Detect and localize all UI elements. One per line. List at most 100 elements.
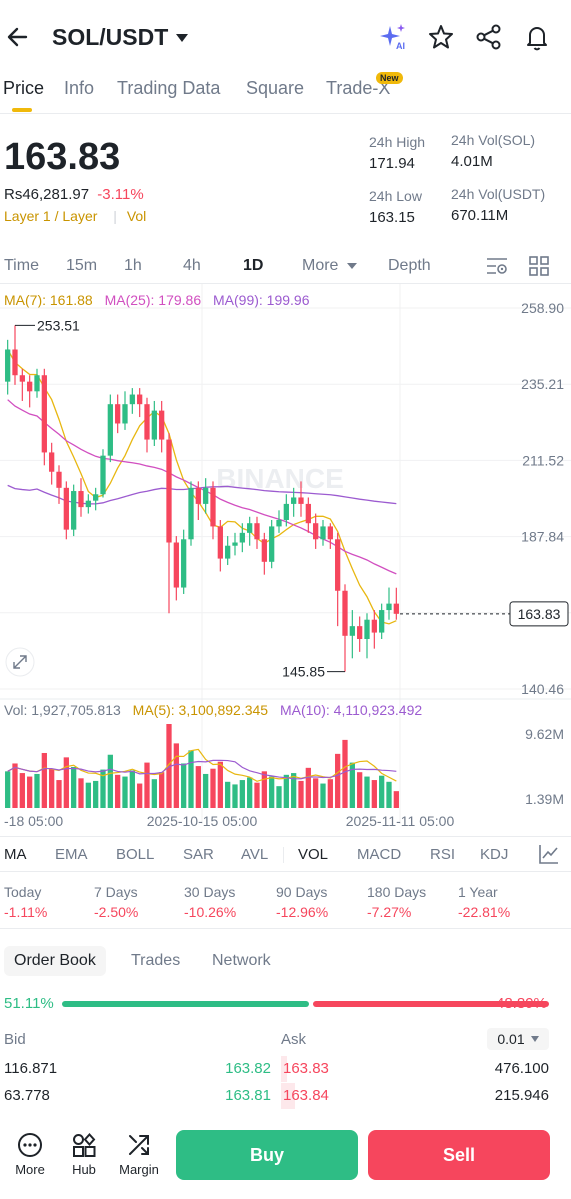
perf-label: 180 Days [367, 884, 427, 900]
indicator-sar[interactable]: SAR [183, 846, 214, 863]
candle-body [19, 375, 25, 382]
volume-bar [225, 781, 231, 808]
indicator-kdj[interactable]: KDJ [480, 846, 509, 863]
volume-bar [41, 752, 47, 808]
bid-header: Bid [4, 1031, 26, 1048]
bell-notification-icon[interactable] [522, 22, 552, 52]
hub-button[interactable]: Hub [56, 1132, 112, 1177]
interval-time[interactable]: Time [4, 257, 39, 274]
volume-bar [342, 739, 348, 808]
x-tick-label: -18 05:00 [4, 813, 63, 829]
indicator-macd[interactable]: MACD [357, 846, 402, 863]
volume-bar [85, 782, 91, 808]
indicator-rsi[interactable]: RSI [430, 846, 456, 863]
grid-layout-icon[interactable] [529, 256, 549, 281]
candle-body [239, 532, 245, 543]
perf-90days: 90 Days -12.96% [276, 884, 328, 920]
indicator-ma[interactable]: MA [4, 846, 27, 863]
volume-bar [151, 779, 157, 808]
volume-bar [247, 777, 253, 808]
interval-depth[interactable]: Depth [388, 257, 431, 274]
indicator-boll[interactable]: BOLL [116, 846, 155, 863]
kline-chart[interactable]: BINANCE 258.90 235.21 211.52 187.84 140.46 9.… [0, 284, 571, 836]
margin-button[interactable]: Margin [111, 1132, 167, 1177]
interval-15m[interactable]: 15m [66, 257, 98, 274]
indicator-row: MA EMA BOLL SAR AVL VOL MACD RSI KDJ [0, 836, 571, 872]
bid-price: 163.82 [225, 1060, 271, 1077]
perf-label: 90 Days [276, 884, 328, 900]
indicator-vol[interactable]: VOL [298, 846, 329, 863]
bid-percent: 51.11% [4, 995, 54, 1012]
orderbook-row[interactable]: 63.778 163.81 163.84 215.946 [0, 1083, 571, 1109]
interval-4h[interactable]: 4h [183, 257, 201, 274]
candle-body [159, 410, 165, 440]
tab-price[interactable]: Price [3, 78, 45, 98]
ask-qty: 476.100 [494, 1060, 549, 1077]
ma99-legend: MA(99): 199.96 [213, 292, 310, 308]
interval-1d[interactable]: 1D [243, 257, 264, 274]
candle-body [342, 590, 348, 636]
tab-info[interactable]: Info [64, 78, 95, 98]
candle-body [320, 526, 326, 540]
candle-body [225, 545, 231, 559]
candle-body [85, 500, 91, 508]
last-price: 163.83 [4, 136, 121, 178]
candle-body [364, 619, 370, 640]
orderbook-row[interactable]: 116.871 163.82 163.83 476.100 [0, 1056, 571, 1082]
volume-bar [56, 780, 62, 808]
volume-bar [12, 763, 18, 808]
interval-1h[interactable]: 1h [124, 257, 142, 274]
category-tag[interactable]: Layer 1 / Layer [4, 208, 98, 224]
candles [5, 325, 399, 672]
volume-bar [364, 776, 370, 808]
ai-sparkle-icon[interactable]: AI [378, 22, 408, 52]
star-favorite-icon[interactable] [426, 22, 456, 52]
high-value: 171.94 [369, 155, 415, 172]
ask-price: 163.84 [283, 1087, 329, 1104]
tab-trades[interactable]: Trades [131, 952, 181, 969]
candle-body [349, 626, 355, 636]
indicator-ema[interactable]: EMA [55, 846, 88, 863]
candle-body [386, 603, 392, 611]
candle-body [181, 539, 187, 588]
tab-square[interactable]: Square [246, 78, 305, 98]
tab-trade-x[interactable]: Trade-X [326, 78, 391, 98]
volume-bar [129, 770, 135, 808]
tab-network[interactable]: Network [212, 952, 271, 969]
perf-1year: 1 Year -22.81% [458, 884, 510, 920]
candle-body [93, 494, 99, 501]
precision-select[interactable]: 0.01 [487, 1028, 549, 1050]
more-button[interactable]: More [2, 1132, 58, 1177]
chart-settings-icon[interactable] [486, 256, 508, 281]
vol-ma5-legend: MA(5): 3,100,892.345 [132, 702, 269, 718]
candle-body [100, 455, 106, 495]
buy-button[interactable]: Buy [176, 1130, 358, 1180]
volume-bar [335, 753, 341, 808]
indicator-chart-icon[interactable] [538, 843, 560, 870]
back-arrow-icon[interactable] [4, 22, 32, 52]
vol-legend: Vol: 1,927,705.813 MA(5): 3,100,892.345 … [4, 702, 422, 718]
high-label: 24h High [369, 134, 426, 150]
vol-usdt-label: 24h Vol(USDT) [451, 186, 546, 202]
more-label: More [15, 1162, 45, 1177]
vol-tag[interactable]: Vol [126, 208, 147, 224]
perf-label: 1 Year [458, 884, 498, 900]
candle-body [56, 471, 62, 488]
volume-bar [261, 771, 267, 808]
indicator-avl[interactable]: AVL [241, 846, 269, 863]
volume-bar [93, 780, 99, 808]
volume-bar [313, 778, 319, 808]
perf-value: -22.81% [458, 904, 511, 920]
expand-icon[interactable] [5, 647, 35, 677]
pair-selector[interactable]: SOL/USDT [52, 24, 189, 51]
tab-trading-data[interactable]: Trading Data [117, 78, 221, 98]
interval-more[interactable]: More [302, 257, 357, 275]
share-icon[interactable] [474, 22, 504, 52]
tab-order-book[interactable]: Order Book [4, 946, 106, 976]
volume-bar [210, 768, 216, 808]
precision-value: 0.01 [497, 1031, 525, 1047]
candle-body [298, 497, 304, 504]
sell-button[interactable]: Sell [368, 1130, 550, 1180]
candle-body [357, 626, 363, 640]
candle-body [305, 503, 311, 524]
